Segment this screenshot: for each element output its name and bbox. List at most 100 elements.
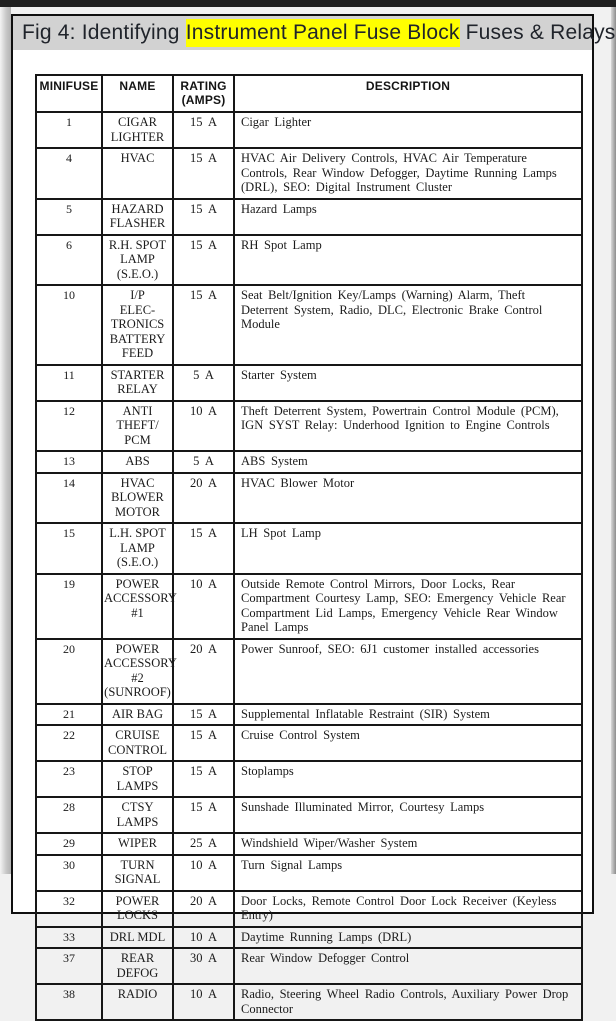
description-cell: Outside Remote Control Mirrors, Door Loc… [233, 572, 583, 640]
minifuse-cell: 29 [35, 832, 103, 856]
viewer-top-bar [0, 0, 616, 7]
description-cell: LH Spot Lamp [233, 522, 583, 575]
rating-cell: 10 A [172, 983, 235, 1021]
rating-cell: 20 A [172, 471, 235, 524]
minifuse-cell: 13 [35, 450, 103, 474]
rating-cell: 10 A [172, 853, 235, 892]
minifuse-cell: 33 [35, 925, 103, 949]
description-cell: Theft Deterrent System, Powertrain Contr… [233, 399, 583, 452]
name-cell: POWER ACCESSORY #2 (SUNROOF) [101, 637, 177, 705]
minifuse-cell: 12 [35, 399, 103, 452]
minifuse-cell: 37 [35, 947, 103, 985]
fuse-table-body: 1 CIGAR LIGHTER 15 A Cigar Lighter 4 HVAC 15 A… [35, 111, 583, 1021]
fuse-table: MINIFUSE NAME RATING (AMPS) DESCRIPTION 1 CI… [35, 74, 583, 1021]
table-row: 6 R.H. SPOT LAMP (S.E.O.) 15 A RH Spot Lamp [35, 233, 583, 286]
description-cell: Power Sunroof, SEO: 6J1 customer install… [233, 637, 583, 705]
name-cell: STARTER RELAY [101, 363, 174, 402]
name-cell: REAR DEFOG [101, 947, 174, 985]
name-cell: DRL MDL [101, 925, 174, 949]
description-cell: HVAC Air Delivery Controls, HVAC Air Tem… [233, 147, 583, 200]
minifuse-header: MINIFUSE [35, 74, 103, 113]
name-cell: POWER LOCKS [101, 889, 174, 928]
description-cell: HVAC Blower Motor [233, 471, 583, 524]
rating-cell: 5 A [172, 450, 235, 474]
description-cell: Supplemental Inflatable Restraint (SIR) … [233, 702, 583, 726]
fuse-table-header: MINIFUSE NAME RATING (AMPS) DESCRIPTION [35, 74, 583, 113]
minifuse-cell: 11 [35, 363, 103, 402]
minifuse-cell: 19 [35, 572, 103, 640]
rating-cell: 15 A [172, 197, 235, 236]
minifuse-cell: 28 [35, 796, 103, 834]
description-cell: Stoplamps [233, 760, 583, 798]
description-cell: Door Locks, Remote Control Door Lock Rec… [233, 889, 583, 928]
table-row: 37 REAR DEFOG 30 A Rear Window Defogger Con… [35, 947, 583, 985]
rating-cell: 20 A [172, 637, 235, 705]
table-row: 1 CIGAR LIGHTER 15 A Cigar Lighter [35, 111, 583, 149]
rating-cell: 15 A [172, 111, 235, 149]
description-cell: Radio, Steering Wheel Radio Controls, Au… [233, 983, 583, 1021]
rating-cell: 15 A [172, 796, 235, 834]
rating-header: RATING (AMPS) [172, 74, 235, 113]
name-cell: I/P ELEC- TRONICS BATTERY FEED [101, 284, 174, 366]
name-cell: STOP LAMPS [101, 760, 174, 798]
table-row: 28 CTSY LAMPS 15 A Sunshade Illuminated Mir… [35, 796, 583, 834]
name-cell: HVAC BLOWER MOTOR [101, 471, 174, 524]
caption-highlight: Instrument Panel Fuse Block [185, 19, 460, 47]
table-row: 20 POWER ACCESSORY #2 (SUNROOF) 20 A Power … [35, 637, 583, 705]
name-cell: ANTI THEFT/ PCM [101, 399, 174, 452]
description-cell: Cruise Control System [233, 724, 583, 762]
fuse-table-area: MINIFUSE NAME RATING (AMPS) DESCRIPTION 1 CI… [35, 74, 592, 1021]
table-row: 30 TURN SIGNAL 10 A Turn Signal Lamps [35, 853, 583, 892]
name-cell: HAZARD FLASHER [101, 197, 174, 236]
description-cell: Daytime Running Lamps (DRL) [233, 925, 583, 949]
minifuse-cell: 30 [35, 853, 103, 892]
viewer-left-margin [0, 7, 11, 874]
rating-cell: 15 A [172, 702, 235, 726]
rating-cell: 10 A [172, 572, 235, 640]
rating-cell: 25 A [172, 832, 235, 856]
rating-cell: 10 A [172, 399, 235, 452]
minifuse-cell: 38 [35, 983, 103, 1021]
name-cell: AIR BAG [101, 702, 174, 726]
viewer-right-margin [611, 7, 616, 874]
description-header: DESCRIPTION [233, 74, 583, 113]
name-cell: ABS [101, 450, 174, 474]
table-row: 12 ANTI THEFT/ PCM 10 A Theft Deterrent Sys… [35, 399, 583, 452]
description-cell: Turn Signal Lamps [233, 853, 583, 892]
rating-cell: 15 A [172, 724, 235, 762]
figure-caption: Fig 4: Identifying Instrument Panel Fuse… [13, 16, 615, 50]
rating-cell: 10 A [172, 925, 235, 949]
table-row: 23 STOP LAMPS 15 A Stoplamps [35, 760, 583, 798]
name-cell: HVAC [101, 147, 174, 200]
description-cell: Sunshade Illuminated Mirror, Courtesy La… [233, 796, 583, 834]
document-page: Fig 4: Identifying Instrument Panel Fuse… [11, 14, 615, 1021]
name-cell: CTSY LAMPS [101, 796, 174, 834]
minifuse-cell: 21 [35, 702, 103, 726]
description-cell: Seat Belt/Ignition Key/Lamps (Warning) A… [233, 284, 583, 366]
rating-cell: 15 A [172, 522, 235, 575]
description-cell: Windshield Wiper/Washer System [233, 832, 583, 856]
caption-prefix: Fig 4: Identifying [22, 21, 186, 44]
description-cell: Hazard Lamps [233, 197, 583, 236]
table-row: 32 POWER LOCKS 20 A Door Locks, Remote Cont… [35, 889, 583, 928]
caption-suffix: Fuses & Relays [459, 21, 616, 44]
rating-cell: 15 A [172, 147, 235, 200]
name-cell: RADIO [101, 983, 174, 1021]
minifuse-cell: 4 [35, 147, 103, 200]
description-cell: Starter System [233, 363, 583, 402]
table-row: 11 STARTER RELAY 5 A Starter System [35, 363, 583, 402]
description-cell: RH Spot Lamp [233, 233, 583, 286]
table-row: 13 ABS 5 A ABS System [35, 450, 583, 474]
rating-cell: 30 A [172, 947, 235, 985]
rating-cell: 20 A [172, 889, 235, 928]
minifuse-cell: 23 [35, 760, 103, 798]
minifuse-cell: 10 [35, 284, 103, 366]
description-cell: Cigar Lighter [233, 111, 583, 149]
minifuse-cell: 32 [35, 889, 103, 928]
table-row: 38 RADIO 10 A Radio, Steering Wheel Radio C… [35, 983, 583, 1021]
rating-cell: 15 A [172, 760, 235, 798]
description-cell: Rear Window Defogger Control [233, 947, 583, 985]
rating-cell: 15 A [172, 233, 235, 286]
name-cell: POWER ACCESSORY #1 [101, 572, 177, 640]
table-row: 5 HAZARD FLASHER 15 A Hazard Lamps [35, 197, 583, 236]
